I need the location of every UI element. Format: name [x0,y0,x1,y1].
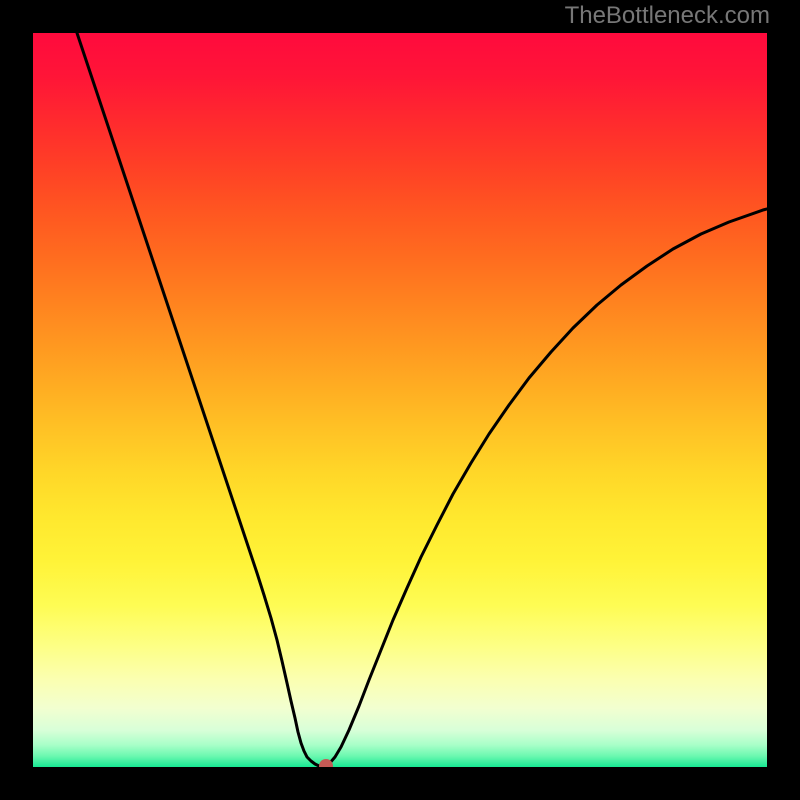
plot-area [33,33,767,767]
chart-svg [33,33,767,767]
watermark-text: TheBottleneck.com [565,2,770,30]
gradient-background [33,33,767,767]
